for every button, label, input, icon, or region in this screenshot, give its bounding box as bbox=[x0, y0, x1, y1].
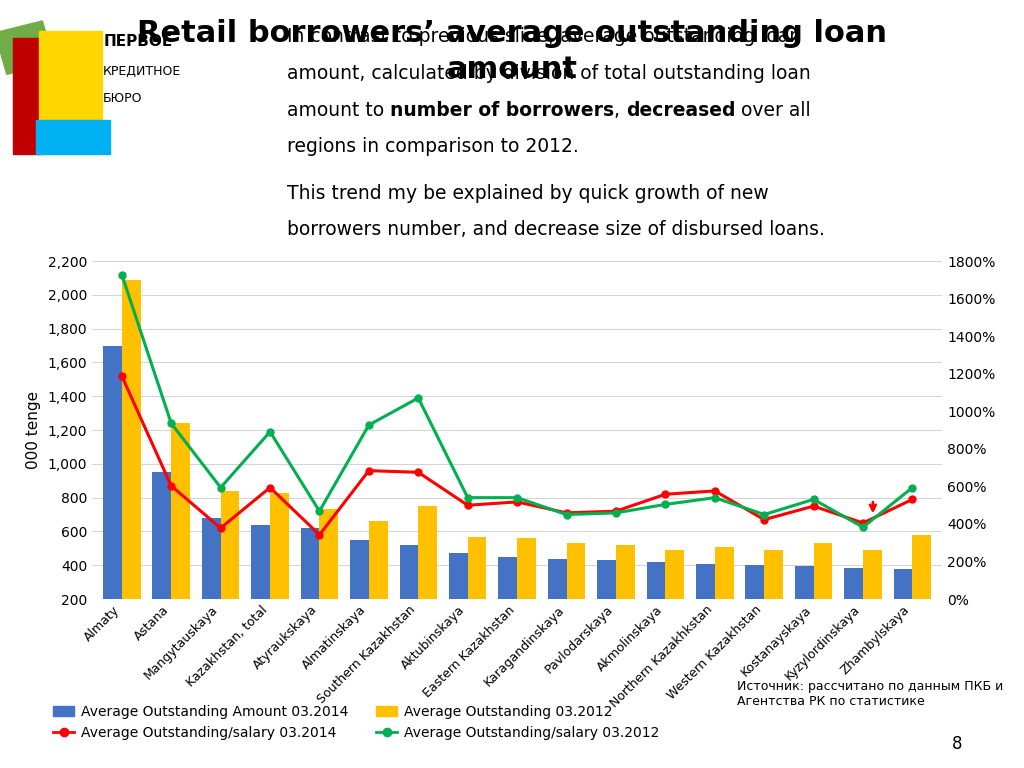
Bar bbox=[36, 120, 110, 154]
Text: БЮРО: БЮРО bbox=[103, 92, 142, 105]
Bar bbox=[863, 550, 882, 633]
Text: This trend my be explained by quick growth of new: This trend my be explained by quick grow… bbox=[287, 184, 768, 203]
Text: over all: over all bbox=[735, 101, 811, 120]
Text: КРЕДИТНОЕ: КРЕДИТНОЕ bbox=[103, 65, 181, 78]
Bar bbox=[814, 543, 833, 633]
Bar bbox=[844, 568, 863, 633]
Bar bbox=[319, 509, 338, 633]
Bar bbox=[499, 557, 517, 633]
Text: Retail borrowers’ average outstanding loan
amount: Retail borrowers’ average outstanding lo… bbox=[137, 19, 887, 84]
Bar bbox=[566, 543, 586, 633]
Bar bbox=[696, 564, 715, 633]
Text: ,: , bbox=[614, 101, 626, 120]
Bar bbox=[548, 559, 566, 633]
Bar bbox=[795, 566, 814, 633]
Bar bbox=[418, 506, 437, 633]
Bar bbox=[171, 423, 190, 633]
Text: amount to: amount to bbox=[287, 101, 390, 120]
Bar bbox=[251, 525, 270, 633]
Text: number of borrowers: number of borrowers bbox=[390, 101, 614, 120]
Legend: Average Outstanding Amount 03.2014, Average Outstanding/salary 03.2014, Average : Average Outstanding Amount 03.2014, Aver… bbox=[48, 700, 666, 746]
Bar bbox=[153, 472, 171, 633]
Bar bbox=[39, 31, 101, 123]
Bar bbox=[517, 538, 536, 633]
Bar bbox=[715, 547, 733, 633]
Bar bbox=[122, 280, 140, 633]
Bar bbox=[449, 554, 468, 633]
Text: amount, calculated by division of total outstanding loan: amount, calculated by division of total … bbox=[287, 64, 810, 83]
Bar bbox=[13, 38, 43, 154]
Text: ПЕРВОЕ: ПЕРВОЕ bbox=[103, 34, 172, 49]
Text: Источник: рассчитано по данным ПКБ и
Агентства РК по статистике: Источник: рассчитано по данным ПКБ и Аге… bbox=[737, 680, 1004, 707]
Bar bbox=[202, 518, 220, 633]
Y-axis label: 000 tenge: 000 tenge bbox=[26, 391, 41, 469]
Bar bbox=[350, 540, 369, 633]
Bar bbox=[369, 521, 388, 633]
Bar bbox=[103, 346, 122, 633]
Text: 8: 8 bbox=[952, 735, 963, 753]
Bar bbox=[597, 560, 616, 633]
Bar bbox=[270, 492, 289, 633]
Bar bbox=[646, 562, 666, 633]
Bar bbox=[666, 550, 684, 633]
Text: regions in comparison to 2012.: regions in comparison to 2012. bbox=[287, 137, 579, 157]
Text: borrowers number, and decrease size of disbursed loans.: borrowers number, and decrease size of d… bbox=[287, 220, 824, 240]
Bar bbox=[468, 537, 486, 633]
Text: decreased: decreased bbox=[626, 101, 735, 120]
Bar bbox=[745, 565, 764, 633]
Bar bbox=[0, 21, 54, 74]
Bar bbox=[912, 535, 931, 633]
Bar bbox=[220, 491, 240, 633]
Bar bbox=[301, 528, 319, 633]
Bar bbox=[616, 545, 635, 633]
Bar bbox=[399, 545, 418, 633]
Bar bbox=[764, 550, 783, 633]
Text: In contrast to previous slide, average outstanding loan: In contrast to previous slide, average o… bbox=[287, 27, 801, 46]
Bar bbox=[894, 570, 912, 633]
